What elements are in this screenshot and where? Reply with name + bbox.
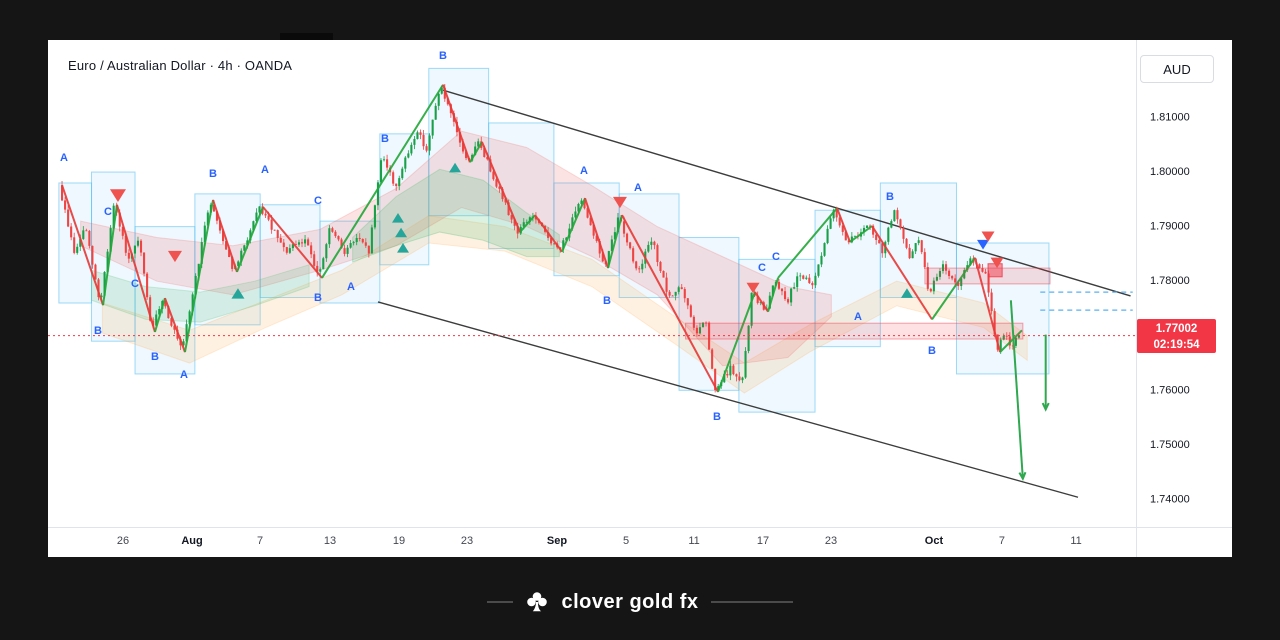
brand-text: clover gold fx bbox=[561, 590, 699, 613]
footer-line-right bbox=[710, 601, 793, 603]
footer-brand: clover gold fx bbox=[0, 590, 1280, 614]
badge-countdown: 02:19:54 bbox=[1153, 339, 1200, 351]
cropped-toolbar-fragment bbox=[280, 33, 333, 41]
clover-icon bbox=[525, 590, 549, 614]
currency-button[interactable]: AUD bbox=[1140, 55, 1214, 83]
chart-card: Euro / Australian Dollar · 4h · OANDA AU… bbox=[48, 40, 1232, 557]
badge-price: 1.77002 bbox=[1155, 323, 1198, 335]
symbol-title: Euro / Australian Dollar · 4h · OANDA bbox=[68, 58, 293, 73]
chart-canvas[interactable] bbox=[48, 40, 1232, 557]
price-badge: 1.77002 02:19:54 bbox=[1137, 319, 1216, 353]
footer-line-left bbox=[487, 601, 514, 603]
